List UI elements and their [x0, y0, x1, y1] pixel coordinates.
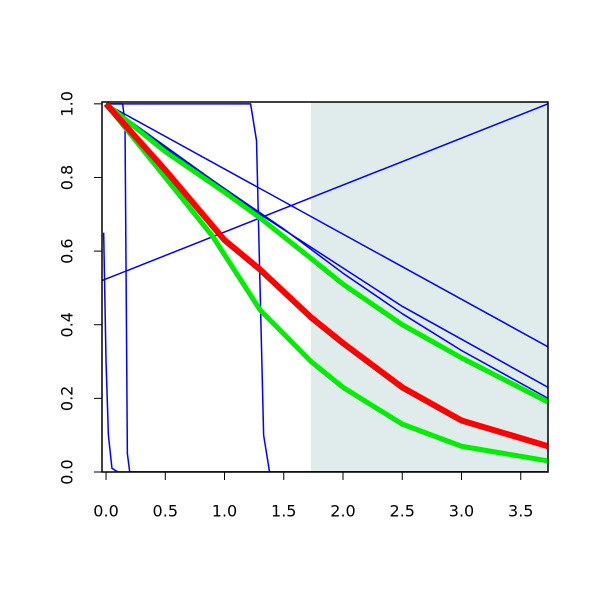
- line: [103, 102, 548, 450]
- line: [102, 232, 548, 472]
- line: [106, 103, 548, 472]
- x-tick-label: 3.5: [508, 502, 533, 521]
- x-tick-label: 0.0: [93, 502, 118, 521]
- line: [105, 103, 548, 348]
- x-tick-label: 1.0: [212, 502, 237, 521]
- line: [105, 103, 548, 400]
- y-tick-label: 0.8: [58, 165, 77, 190]
- line: [104, 102, 548, 464]
- y-tick-label: 0.6: [58, 238, 77, 263]
- x-tick-label: 0.5: [153, 502, 178, 521]
- line: [105, 103, 548, 388]
- line: [104, 102, 548, 405]
- plot-area: [102, 102, 548, 472]
- x-tick-label: 3.0: [449, 502, 474, 521]
- y-tick-label: 0.4: [58, 312, 77, 337]
- y-tick-label: 0.2: [58, 386, 77, 411]
- y-tick-label: 1.0: [58, 91, 77, 116]
- x-tick-label: 2.5: [390, 502, 415, 521]
- x-tick-label: 2.0: [330, 502, 355, 521]
- plot-box: [101, 101, 549, 473]
- y-tick-label: 0.0: [58, 459, 77, 484]
- x-tick-label: 1.5: [271, 502, 296, 521]
- line: [102, 103, 548, 282]
